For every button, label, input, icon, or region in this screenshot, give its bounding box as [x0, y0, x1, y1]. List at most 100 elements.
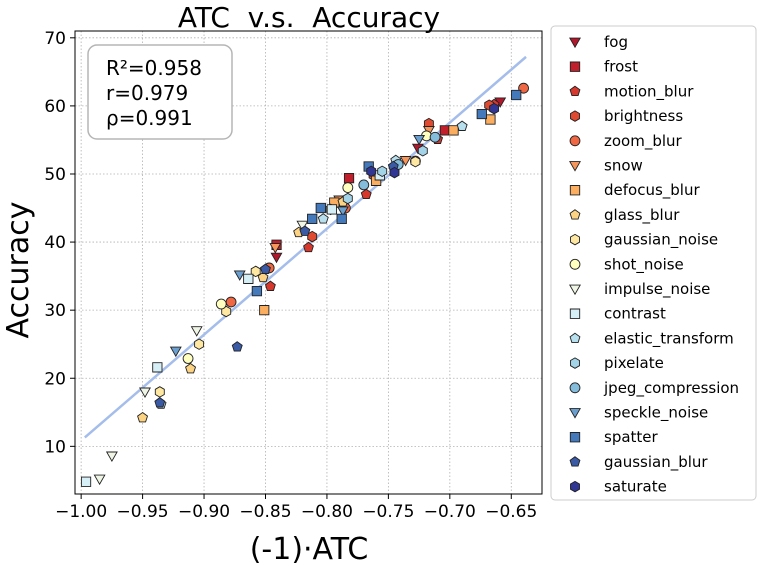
y-tick-label: 30 — [44, 301, 66, 321]
x-tick-label: −0.70 — [424, 502, 476, 522]
point-elastic_transform — [317, 213, 329, 224]
point-impulse_noise — [93, 474, 106, 486]
y-tick-label: 10 — [44, 437, 66, 457]
point-zoom_blur — [225, 296, 237, 308]
point-contrast — [80, 476, 92, 487]
point-jpeg_compression — [429, 131, 441, 143]
y-tick-label: 50 — [44, 165, 66, 185]
point-pixelate — [377, 165, 388, 178]
legend-marker-zoom_blur — [569, 135, 581, 147]
x-axis-ticks: −1.00 −0.95 −0.90 −0.85 −0.80 −0.75 −0.70 −0.65 — [55, 494, 537, 522]
legend-label-motion_blur: motion_blur — [604, 82, 694, 101]
legend-label-defocus_blur: defocus_blur — [604, 181, 700, 200]
legend-label-zoom_blur: zoom_blur — [604, 132, 683, 151]
point-speckle_noise — [169, 346, 182, 358]
legend-marker-snow — [569, 161, 581, 172]
point-impulse_noise — [190, 326, 203, 337]
point-glass_blur — [137, 411, 149, 423]
legend-marker-fog — [569, 37, 581, 49]
legend-marker-pixelate — [570, 357, 580, 369]
point-saturate — [366, 165, 377, 178]
point-shot_noise — [215, 298, 227, 310]
point-motion_blur — [360, 188, 372, 200]
stats-box: R²=0.958 r=0.979 ρ=0.991 — [87, 44, 233, 140]
legend-label-saturate: saturate — [604, 478, 667, 496]
legend-label-gaussian_blur: gaussian_blur — [604, 453, 708, 472]
legend-label-brightness: brightness — [604, 107, 683, 125]
point-glass_blur — [185, 362, 197, 374]
point-motion_blur — [264, 280, 276, 291]
point-glass_blur — [257, 271, 269, 283]
legend-marker-contrast — [569, 308, 581, 319]
legend-label-speckle_noise: speckle_noise — [604, 404, 708, 423]
plot-frame — [74, 30, 543, 495]
legend-label-contrast: contrast — [604, 305, 666, 323]
point-defocus_blur — [448, 125, 459, 136]
point-saturate — [389, 166, 400, 179]
y-tick-label: 20 — [44, 369, 66, 389]
point-spatter — [251, 285, 263, 297]
legend-label-pixelate: pixelate — [604, 354, 664, 372]
legend-label-gaussian_noise: gaussian_noise — [604, 231, 718, 250]
legend-marker-gaussian_blur — [569, 456, 581, 467]
point-jpeg_compression — [358, 179, 370, 191]
point-elastic_transform — [456, 120, 468, 131]
legend-label-glass_blur: glass_blur — [604, 206, 680, 225]
point-gaussian_blur — [259, 263, 271, 274]
x-tick-label: −0.75 — [362, 502, 414, 522]
point-contrast — [243, 273, 254, 284]
point-pixelate — [417, 145, 428, 157]
point-gaussian_noise — [194, 338, 205, 350]
point-shot_noise — [342, 182, 354, 193]
legend-marker-speckle_noise — [569, 408, 581, 419]
x-axis-label: (-1)·ATC — [250, 532, 369, 566]
x-tick-label: −0.85 — [239, 502, 291, 522]
x-tick-label: −0.80 — [301, 502, 353, 522]
point-gaussian_blur — [231, 341, 243, 352]
legend-label-frost: frost — [604, 58, 638, 76]
stats-r2: R²=0.958 — [106, 56, 202, 80]
y-axis-ticks: 10 20 30 40 50 60 70 — [44, 29, 75, 457]
x-tick-label: −0.90 — [178, 502, 230, 522]
legend-marker-defocus_blur — [569, 185, 581, 196]
y-tick-label: 70 — [44, 29, 66, 49]
chart-title: ATC v.s. Accuracy — [178, 1, 440, 34]
legend: fog frost motion_blur brightness zoom_blursn… — [550, 25, 757, 501]
legend-marker-impulse_noise — [569, 284, 581, 296]
stats-rho: ρ=0.991 — [106, 106, 193, 130]
data-points — [80, 82, 529, 487]
point-pixelate — [342, 192, 353, 205]
point-spatter — [511, 89, 522, 101]
point-defocus_blur — [485, 114, 496, 125]
point-spatter — [307, 213, 318, 225]
point-defocus_blur — [259, 305, 270, 316]
point-motion_blur — [303, 241, 314, 253]
x-tick-label: −1.00 — [55, 502, 107, 522]
legend-marker-motion_blur — [569, 85, 581, 97]
y-tick-label: 60 — [44, 97, 66, 117]
point-shot_noise — [182, 353, 194, 364]
point-frost — [343, 172, 355, 184]
point-gaussian_blur — [154, 397, 166, 408]
point-impulse_noise — [139, 387, 151, 399]
legend-label-elastic_transform: elastic_transform — [604, 329, 734, 348]
point-contrast — [326, 204, 337, 215]
legend-marker-shot_noise — [569, 258, 581, 270]
y-axis-label: Accuracy — [1, 202, 36, 339]
point-speckle_noise — [336, 206, 349, 217]
legend-marker-glass_blur — [569, 209, 581, 220]
legend-label-shot_noise: shot_noise — [604, 255, 684, 274]
legend-marker-brightness — [570, 110, 580, 122]
legend-marker-spatter — [569, 432, 581, 443]
point-speckle_noise — [233, 270, 246, 281]
point-contrast — [152, 362, 163, 373]
point-frost — [439, 125, 451, 136]
legend-marker-jpeg_compression — [569, 382, 581, 394]
stats-r: r=0.979 — [106, 81, 188, 105]
legend-label-snow: snow — [604, 157, 643, 175]
legend-marker-saturate — [570, 480, 580, 493]
legend-label-spatter: spatter — [604, 428, 659, 446]
legend-label-impulse_noise: impulse_noise — [604, 280, 710, 299]
point-gaussian_noise — [154, 386, 165, 398]
